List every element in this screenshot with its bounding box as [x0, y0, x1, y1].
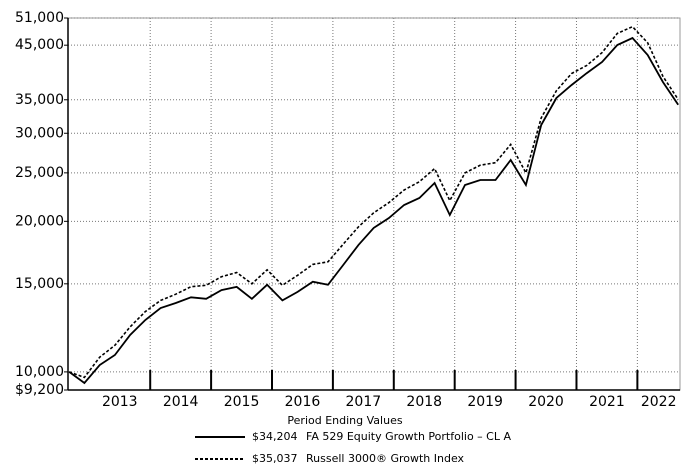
y-tick-label: 51,000	[15, 10, 64, 26]
series-line	[68, 36, 679, 385]
x-tick-label: 2022	[641, 394, 677, 410]
plot-frame	[67, 17, 681, 391]
legend-title: Period Ending Values	[287, 414, 402, 427]
x-tick-label: 2017	[346, 394, 382, 410]
y-tick-label: 15,000	[15, 276, 64, 292]
x-tick-label: 2015	[224, 394, 260, 410]
y-tick-label: 25,000	[15, 165, 64, 181]
x-tick-label: 2013	[102, 394, 138, 410]
y-tick-label: 30,000	[15, 125, 64, 141]
y-tick-label: 20,000	[15, 213, 64, 229]
x-tick-label: 2019	[467, 394, 503, 410]
x-tick-label: 2016	[285, 394, 321, 410]
y-tick-label: $9,200	[15, 382, 64, 398]
legend-label: FA 529 Equity Growth Portfolio – CL A	[306, 430, 511, 443]
x-tick-label: 2014	[163, 394, 199, 410]
series-line	[68, 25, 679, 379]
y-tick-label: 10,000	[15, 364, 64, 380]
legend-value: $35,037	[252, 452, 298, 465]
x-tick-label: 2018	[406, 394, 442, 410]
y-tick-label: 45,000	[15, 37, 64, 53]
legend-value: $34,204	[252, 430, 298, 443]
y-tick-label: 35,000	[15, 92, 64, 108]
legend-label: Russell 3000® Growth Index	[306, 452, 465, 465]
x-tick-label: 2020	[528, 394, 564, 410]
x-tick-label: 2021	[589, 394, 625, 410]
